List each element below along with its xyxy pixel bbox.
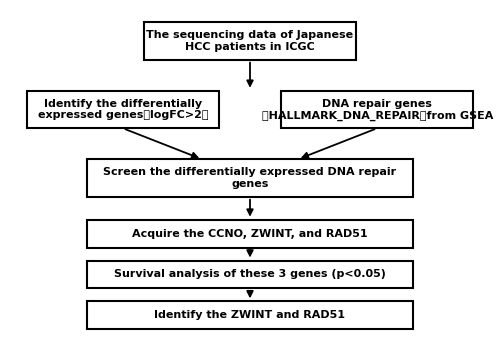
Text: Screen the differentially expressed DNA repair
genes: Screen the differentially expressed DNA … — [104, 167, 397, 189]
Text: Acquire the CCNO, ZWINT, and RAD51: Acquire the CCNO, ZWINT, and RAD51 — [132, 228, 368, 239]
Text: Survival analysis of these 3 genes (p<0.05): Survival analysis of these 3 genes (p<0.… — [114, 269, 386, 279]
Text: Identify the differentially
expressed genes（logFC>2）: Identify the differentially expressed ge… — [38, 99, 208, 120]
FancyBboxPatch shape — [87, 301, 413, 329]
Text: The sequencing data of Japanese
HCC patients in ICGC: The sequencing data of Japanese HCC pati… — [146, 30, 354, 52]
FancyBboxPatch shape — [87, 159, 413, 197]
FancyBboxPatch shape — [281, 91, 473, 129]
Text: DNA repair genes
（HALLMARK_DNA_REPAIR）from GSEA: DNA repair genes （HALLMARK_DNA_REPAIR）fr… — [262, 99, 493, 121]
FancyBboxPatch shape — [27, 91, 219, 129]
Text: Identify the ZWINT and RAD51: Identify the ZWINT and RAD51 — [154, 310, 346, 320]
FancyBboxPatch shape — [87, 220, 413, 248]
FancyBboxPatch shape — [144, 22, 356, 60]
FancyBboxPatch shape — [87, 260, 413, 288]
